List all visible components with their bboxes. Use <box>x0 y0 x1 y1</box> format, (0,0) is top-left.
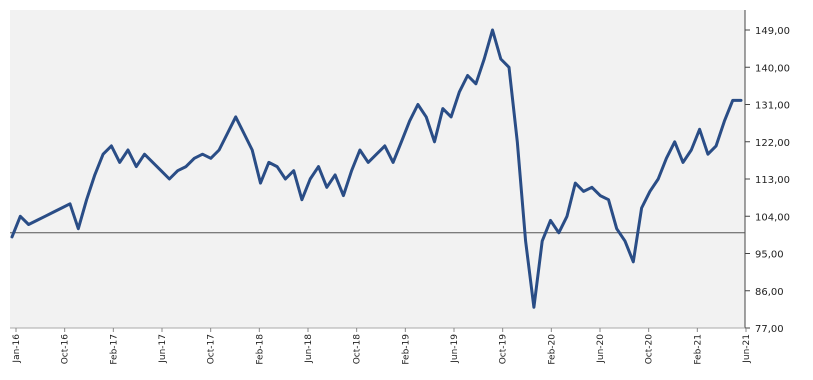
y-tick-label: 95,00 <box>755 250 784 261</box>
x-tick-label: Jun-19 <box>450 334 460 364</box>
y-tick-label: 122,00 <box>755 138 790 149</box>
x-tick-label: Jun-20 <box>596 334 606 364</box>
y-axis-ticks: 149,00 140,00 131,00 122,00 113,00 104,00 95,0… <box>745 26 790 335</box>
x-tick-label: Jan-16 <box>12 334 22 364</box>
y-tick-label: 131,00 <box>755 101 790 112</box>
x-tick-label: Feb-17 <box>109 334 119 365</box>
x-axis-ticks: Jan-16 Oct-16 Feb-17 Jun-17 Oct-17 Feb-18 Jun-… <box>12 328 752 365</box>
x-tick-label: Oct-20 <box>645 334 655 365</box>
x-tick-label: Feb-18 <box>255 334 265 365</box>
y-tick-label: 77,00 <box>755 324 784 335</box>
x-tick-label: Jun-18 <box>304 334 314 364</box>
x-tick-label: Feb-21 <box>693 334 703 365</box>
y-tick-label: 140,00 <box>755 63 790 74</box>
series-line-1 <box>10 28 743 309</box>
x-tick-label: Oct-18 <box>353 334 363 365</box>
x-tick-label: Feb-20 <box>547 334 557 365</box>
y-tick-label: 104,00 <box>755 212 790 223</box>
y-tick-label: 149,00 <box>755 26 790 37</box>
y-tick-label: 113,00 <box>755 175 790 186</box>
y-tick-label: 86,00 <box>755 287 784 298</box>
x-tick-label: Jun-17 <box>158 334 168 364</box>
series-layer <box>10 28 743 309</box>
x-tick-label: Oct-16 <box>61 334 71 365</box>
x-tick-label: Oct-17 <box>207 334 217 364</box>
x-tick-label: Jun-21 <box>742 334 752 364</box>
plot-area <box>10 10 745 328</box>
x-tick-label: Oct-19 <box>499 334 509 365</box>
x-tick-label: Feb-19 <box>401 334 411 365</box>
